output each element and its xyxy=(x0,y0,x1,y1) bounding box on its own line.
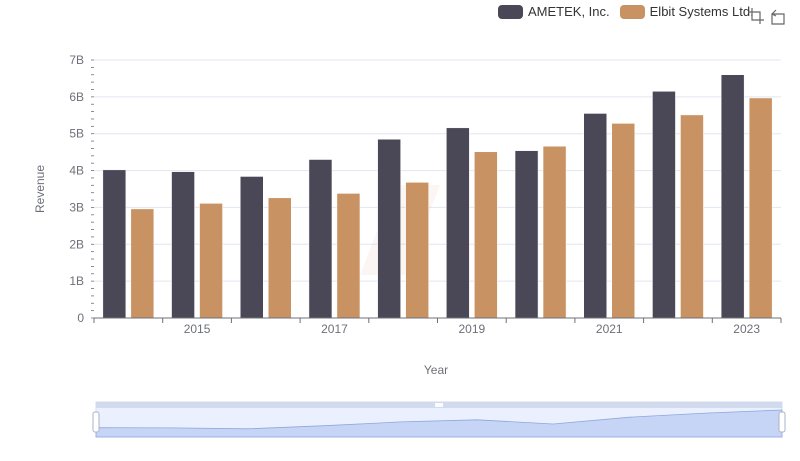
y-axis-title: Revenue xyxy=(33,165,47,213)
bar-ametek-2017[interactable] xyxy=(308,159,333,319)
zoom-drag-handle[interactable] xyxy=(435,403,443,407)
legend-label-ametek: AMETEK, Inc. xyxy=(528,4,610,19)
data-zoom-slider[interactable] xyxy=(92,401,786,438)
legend-swatch-ametek xyxy=(498,4,523,19)
x-axis-title: Year xyxy=(424,363,448,377)
bar-elbit-2020[interactable] xyxy=(542,145,567,319)
grid-lines xyxy=(94,59,781,282)
x-tick-label: 2021 xyxy=(596,322,623,336)
bar-ametek-2021[interactable] xyxy=(583,113,607,319)
x-tick-label: 2019 xyxy=(458,322,485,336)
x-tick-label: 2015 xyxy=(184,322,211,336)
bar-ametek-2022[interactable] xyxy=(652,91,676,319)
y-tick-label: 6B xyxy=(69,90,84,104)
bar-ametek-2014[interactable] xyxy=(102,169,127,319)
zoom-handle-left[interactable] xyxy=(92,411,100,433)
bar-elbit-2015[interactable] xyxy=(199,203,223,319)
x-tick-label: 2017 xyxy=(321,322,348,336)
bar-elbit-2014[interactable] xyxy=(130,208,155,319)
zoom-icon[interactable] xyxy=(747,7,765,25)
bar-elbit-2021[interactable] xyxy=(611,123,635,319)
y-tick-label: 7B xyxy=(69,53,84,67)
legend-item-elbit[interactable]: Elbit Systems Ltd. xyxy=(619,4,754,19)
bar-ametek-2023[interactable] xyxy=(720,74,745,319)
y-axis: 0 1B 2B 3B 4B 5B 6B 7B xyxy=(69,53,94,325)
bar-elbit-2016[interactable] xyxy=(268,197,292,319)
bar-ametek-2019[interactable] xyxy=(446,127,470,319)
restore-icon[interactable] xyxy=(769,7,787,25)
legend-swatch-elbit xyxy=(619,4,645,19)
toolbox xyxy=(747,7,791,25)
bar-elbit-2017[interactable] xyxy=(336,193,361,319)
y-tick-label: 1B xyxy=(69,274,84,288)
legend-label-elbit: Elbit Systems Ltd. xyxy=(649,4,754,19)
y-tick-label: 5B xyxy=(69,127,84,141)
legend: AMETEK, Inc. Elbit Systems Ltd. xyxy=(498,4,764,19)
bar-elbit-2023[interactable] xyxy=(748,97,773,319)
zoom-handle-right[interactable] xyxy=(778,411,786,433)
x-tick-label: 2023 xyxy=(733,322,760,336)
x-axis: 2015 2017 2019 2021 2023 xyxy=(93,318,782,336)
y-tick-label: 4B xyxy=(69,164,84,178)
bar-ametek-2020[interactable] xyxy=(514,150,539,319)
legend-item-ametek[interactable]: AMETEK, Inc. xyxy=(498,4,610,19)
y-tick-label: 2B xyxy=(69,237,84,251)
bar-elbit-2022[interactable] xyxy=(680,114,704,319)
y-tick-label: 0 xyxy=(77,311,84,325)
bar-elbit-2019[interactable] xyxy=(474,151,498,319)
bar-elbit-2018[interactable] xyxy=(405,182,429,319)
bar-ametek-2016[interactable] xyxy=(240,176,264,319)
bar-ametek-2018[interactable] xyxy=(377,138,401,319)
y-tick-label: 3B xyxy=(69,200,84,214)
bars xyxy=(102,74,773,319)
bar-ametek-2015[interactable] xyxy=(171,171,195,319)
zoom-preview-area xyxy=(95,409,783,438)
